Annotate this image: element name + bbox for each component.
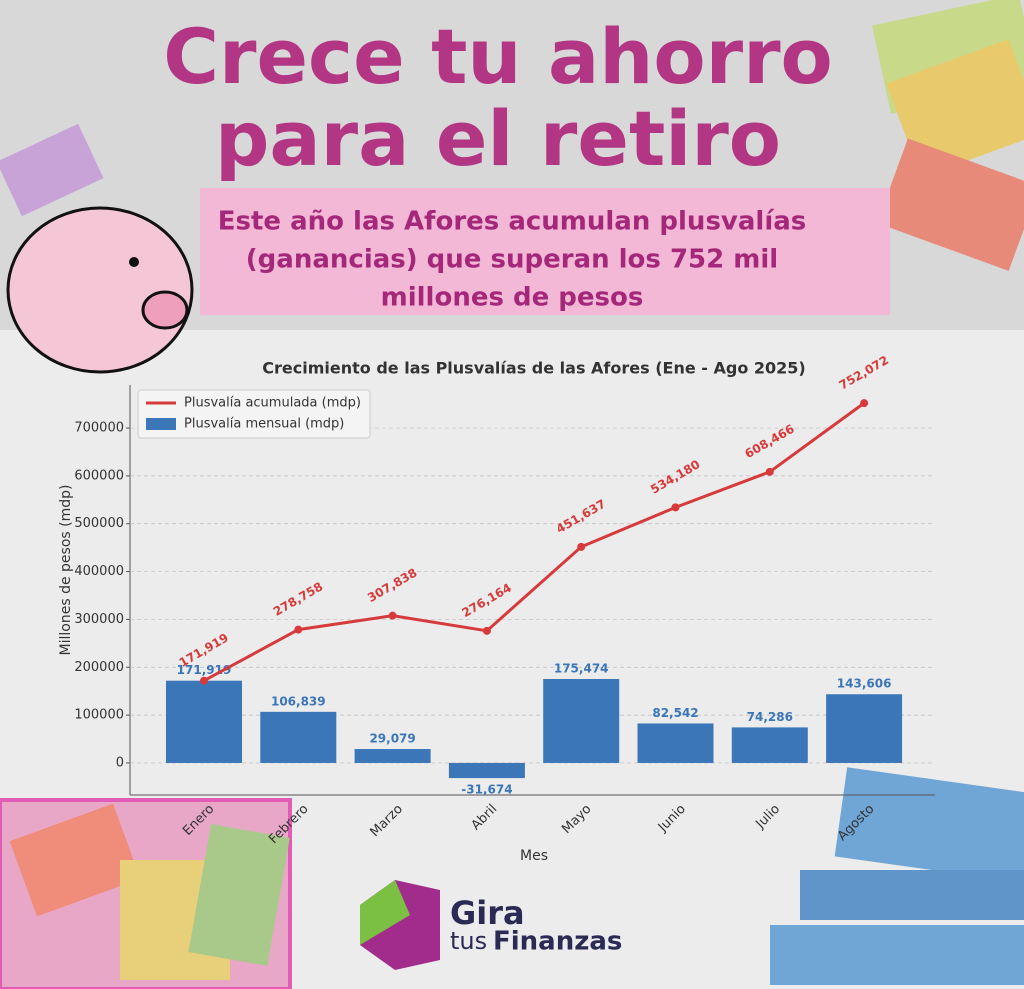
subtitle: millones de pesos bbox=[381, 283, 644, 313]
x-axis-label: Mes bbox=[520, 848, 548, 864]
bar bbox=[354, 749, 431, 763]
bar-value-label: 82,542 bbox=[652, 706, 698, 720]
line-point bbox=[577, 542, 586, 551]
y-tick-label: 100000 bbox=[74, 708, 124, 723]
y-tick-label: 500000 bbox=[74, 516, 124, 531]
legend-swatch bbox=[146, 418, 176, 430]
y-tick-label: 300000 bbox=[74, 612, 124, 627]
subtitle: (ganancias) que superan los 752 mil bbox=[246, 245, 778, 275]
y-tick-label: 400000 bbox=[74, 564, 124, 579]
y-tick-label: 0 bbox=[116, 755, 124, 770]
banknotes-bottom-right bbox=[770, 767, 1024, 985]
bar bbox=[826, 694, 903, 763]
bar-value-label: 143,606 bbox=[837, 677, 892, 691]
bar bbox=[448, 762, 525, 779]
subtitle: Este año las Afores acumulan plusvalías bbox=[218, 207, 807, 237]
line-point bbox=[482, 626, 491, 635]
bar-value-label: 175,474 bbox=[554, 661, 609, 675]
legend-label: Plusvalía mensual (mdp) bbox=[184, 417, 344, 432]
bar bbox=[260, 711, 337, 763]
y-tick-label: 700000 bbox=[74, 421, 124, 436]
line-point bbox=[294, 625, 303, 634]
line-point bbox=[388, 611, 397, 620]
bar-value-label: -31,674 bbox=[461, 783, 512, 797]
legend-box bbox=[137, 389, 371, 439]
bar bbox=[543, 678, 620, 763]
line-point bbox=[671, 503, 680, 512]
logo-text: Gira bbox=[450, 894, 525, 932]
line-point bbox=[860, 399, 869, 408]
banknotes-top-right bbox=[872, 0, 1024, 271]
line-point bbox=[200, 676, 208, 685]
bar-value-label: 106,839 bbox=[271, 694, 326, 708]
logo-text: Finanzas bbox=[493, 927, 622, 957]
logo: Gira tus Finanzas bbox=[360, 880, 622, 970]
banknotes-bottom-left bbox=[0, 798, 292, 989]
bar bbox=[731, 727, 808, 763]
y-axis-label: Millones de pesos (mdp) bbox=[58, 485, 74, 656]
piggy-bank bbox=[0, 123, 194, 374]
title: para el retiro bbox=[215, 94, 781, 183]
logo-text: tus bbox=[450, 927, 487, 955]
y-tick-label: 600000 bbox=[74, 468, 124, 483]
legend-label: Plusvalía acumulada (mdp) bbox=[184, 396, 361, 411]
bar bbox=[637, 723, 714, 763]
line-point bbox=[765, 467, 774, 476]
chart-title: Crecimiento de las Plusvalías de las Afo… bbox=[262, 359, 805, 378]
line bbox=[203, 401, 865, 683]
bar bbox=[166, 680, 242, 763]
title: Crece tu ahorro bbox=[163, 12, 833, 101]
y-tick-label: 200000 bbox=[74, 660, 124, 675]
bar-value-label: 74,286 bbox=[747, 710, 793, 724]
bar-value-label: 29,079 bbox=[369, 732, 415, 746]
subtitle-band bbox=[200, 188, 890, 315]
